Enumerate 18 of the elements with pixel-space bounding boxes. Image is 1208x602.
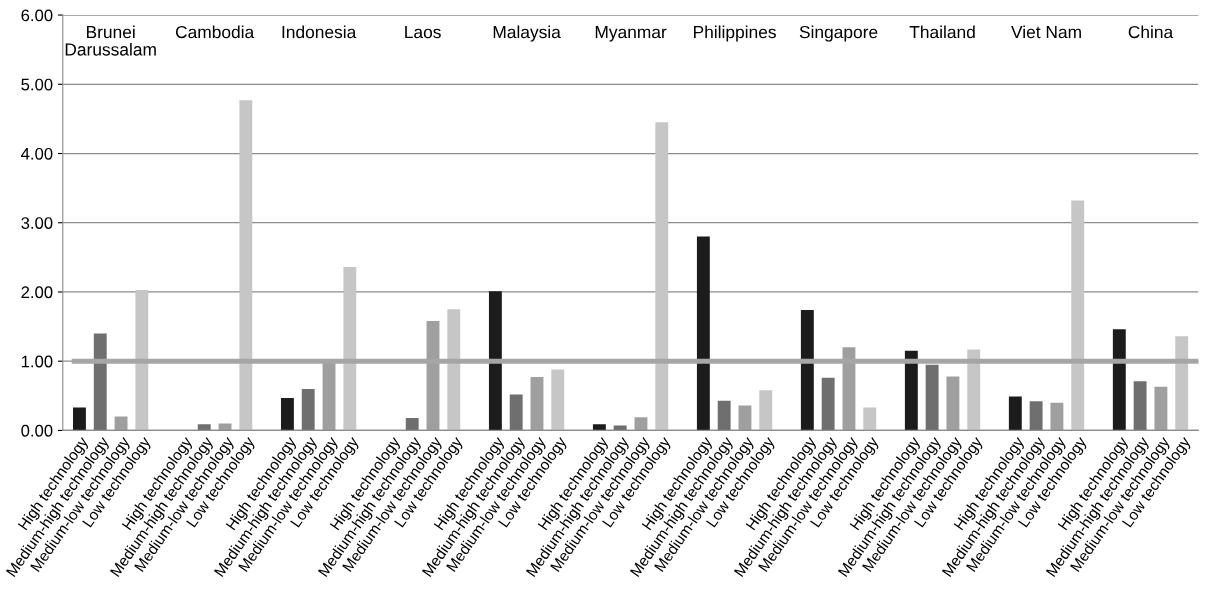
- y-tick-label: 2.00: [21, 286, 53, 299]
- y-tick-label: 6.00: [21, 9, 53, 22]
- y-tick-label: 4.00: [21, 147, 53, 160]
- annotation: Indonesia: [282, 25, 357, 39]
- y-tick-label: 1.00: [21, 355, 53, 368]
- annotation: Cambodia: [175, 25, 255, 39]
- annotation: Thailand: [909, 25, 975, 39]
- annotation: Philippines: [694, 25, 776, 42]
- y-tick-label: 5.00: [21, 78, 53, 91]
- annotation: Laos: [405, 26, 441, 39]
- annotation: Singapore: [799, 25, 878, 42]
- annotation: Malaysia: [493, 25, 561, 42]
- y-tick-label: 0.00: [21, 424, 53, 437]
- annotation: Brunei Darussalam: [65, 25, 156, 56]
- annotation: Myanmar: [595, 26, 667, 42]
- annotation: China: [1128, 25, 1174, 39]
- y-tick-label: 3.00: [21, 217, 53, 229]
- annotation: Viet Nam: [1011, 25, 1081, 39]
